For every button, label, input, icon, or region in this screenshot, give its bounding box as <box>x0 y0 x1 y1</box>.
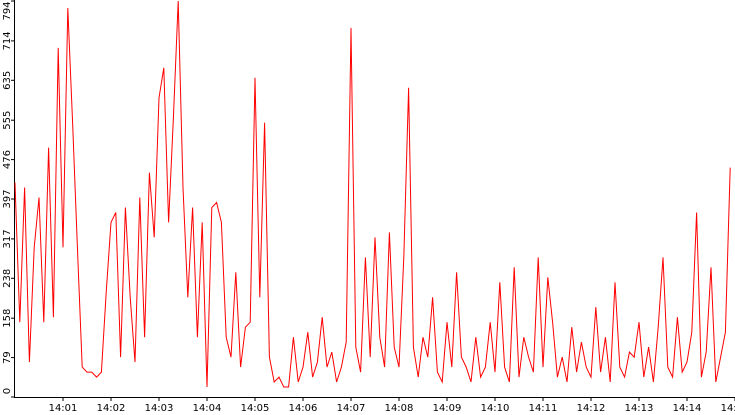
x-tick-label: 14:14 <box>673 403 702 414</box>
y-tick-label: 794 <box>2 1 13 20</box>
y-tick-label: 158 <box>2 309 13 328</box>
y-tick-label: 555 <box>2 111 13 130</box>
x-tick-label: 14:02 <box>97 403 126 414</box>
x-tick-label: 14:09 <box>433 403 462 414</box>
y-tick-label: 317 <box>2 229 13 248</box>
y-tick-label: 238 <box>2 269 13 288</box>
x-tick-label: 14:15 <box>721 403 735 414</box>
y-tick-label: 79 <box>2 351 13 364</box>
x-tick-label: 14:08 <box>385 403 414 414</box>
x-tick-label: 14:07 <box>337 403 366 414</box>
y-tick-label: 714 <box>2 31 13 50</box>
y-tick-label: 0 <box>2 388 13 394</box>
y-tick-label: 635 <box>2 71 13 90</box>
x-tick-label: 14:03 <box>145 403 174 414</box>
x-tick-label: 14:10 <box>481 403 510 414</box>
x-tick-label: 14:12 <box>577 403 606 414</box>
x-tick-label: 14:01 <box>49 403 78 414</box>
y-tick-label: 476 <box>2 150 13 169</box>
x-tick-label: 14:05 <box>241 403 270 414</box>
y-tick-label: 397 <box>2 189 13 208</box>
x-tick-label: 14:06 <box>289 403 318 414</box>
x-tick-label: 14:13 <box>625 403 654 414</box>
x-tick-label: 14:11 <box>529 403 558 414</box>
x-tick-label: 14:04 <box>193 403 222 414</box>
line <box>14 0 731 388</box>
